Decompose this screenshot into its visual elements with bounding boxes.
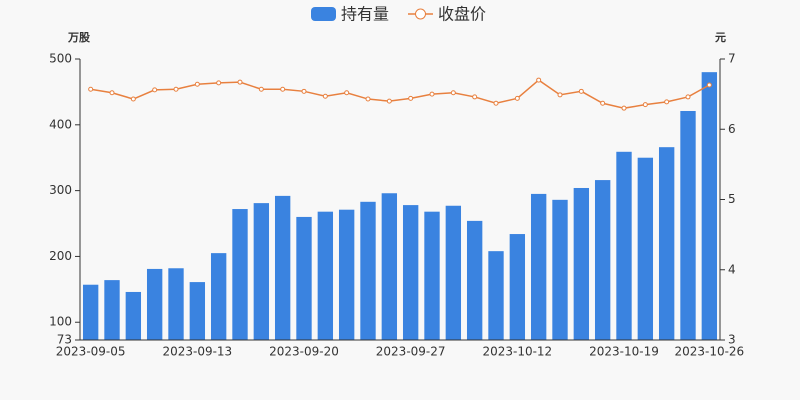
x-tick-label: 2023-09-27 [376,345,446,359]
line-point [130,96,136,102]
line-point [301,88,307,94]
bar [104,280,120,340]
line [90,79,710,109]
x-tick-label: 2023-09-05 [56,345,126,359]
y-tick-label: 73 [57,333,72,347]
line-point [600,100,606,106]
bar [616,151,632,340]
y2-tick-label: 6 [728,122,736,136]
y-axis-unit: 万股 [67,31,91,44]
bar [210,253,227,340]
bar [658,147,675,340]
bar [82,284,99,340]
bar [424,211,440,340]
y2-tick-label: 5 [728,192,736,206]
bar [381,193,398,340]
line-point [685,94,691,100]
y2-tick-label: 7 [728,52,736,66]
line-point [429,91,435,97]
line-point [344,90,350,96]
bar [445,205,462,340]
line-point [514,95,520,101]
line-point [450,90,456,96]
line-point [472,94,478,100]
line-point [88,86,94,92]
bar [466,220,483,340]
line-point [706,82,712,88]
bar [552,199,568,340]
bar [253,203,270,340]
legend-swatch [415,8,426,20]
bar [360,201,376,340]
x-tick-label: 2023-09-20 [269,345,339,359]
y2-tick-label: 3 [728,333,736,347]
line-point [536,77,542,83]
bar [232,209,248,340]
line-point [493,100,499,106]
bar [488,251,504,340]
legend-label: 收盘价 [438,5,486,24]
line-point [152,87,158,93]
y-tick-label: 300 [49,183,72,197]
bar [125,291,142,340]
x-tick-label: 2023-10-26 [674,345,744,359]
line-point [642,102,648,108]
line-point [578,88,584,94]
bar [168,268,184,340]
y-tick-label: 400 [49,117,72,131]
y2-axis-unit: 元 [715,31,726,44]
line-point [216,80,222,86]
y2-tick-label: 4 [728,262,736,276]
bar [701,72,718,340]
line-point [258,86,264,92]
line-point [621,105,627,111]
y-tick-label: 100 [49,315,72,329]
x-tick-label: 2023-10-12 [482,345,552,359]
x-tick-label: 2023-10-19 [589,345,659,359]
bar [146,268,163,340]
legend-swatch [311,7,336,21]
line-point [237,79,243,85]
bar [573,187,590,340]
bar [680,110,696,341]
bar [530,193,547,340]
line-point [386,98,392,104]
x-tick-label: 2023-09-13 [162,345,232,359]
bar [637,157,654,340]
line-point [557,92,563,98]
bar [274,195,291,340]
y-tick-label: 200 [49,249,72,263]
bar [338,209,355,340]
line-point [173,86,179,92]
bar [509,234,526,340]
line-point [109,90,115,96]
line-point [194,81,200,87]
bar [317,211,334,340]
line-point [280,86,286,92]
line-point [664,99,670,105]
bar [594,180,611,340]
bar [296,216,312,340]
line-point [322,93,328,99]
bar [189,282,206,340]
y-tick-label: 500 [49,52,72,66]
bar [402,205,419,340]
line-point [408,95,414,101]
legend-label: 持有量 [341,5,389,24]
line-point [365,96,371,102]
